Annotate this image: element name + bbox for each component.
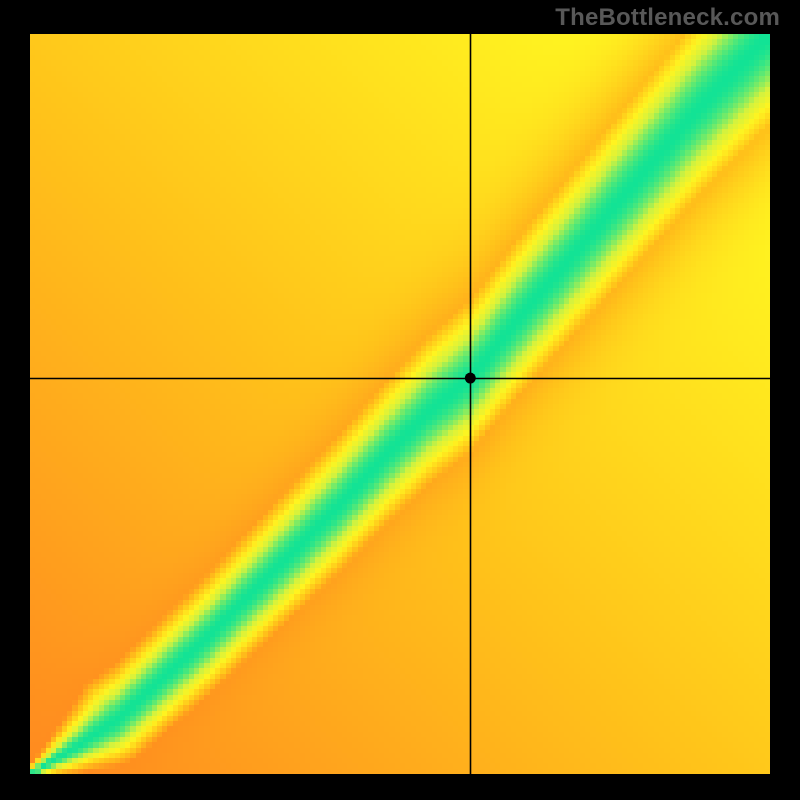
page-root: TheBottleneck.com xyxy=(0,0,800,800)
bottleneck-heatmap xyxy=(30,34,770,774)
watermark-text: TheBottleneck.com xyxy=(555,4,780,32)
